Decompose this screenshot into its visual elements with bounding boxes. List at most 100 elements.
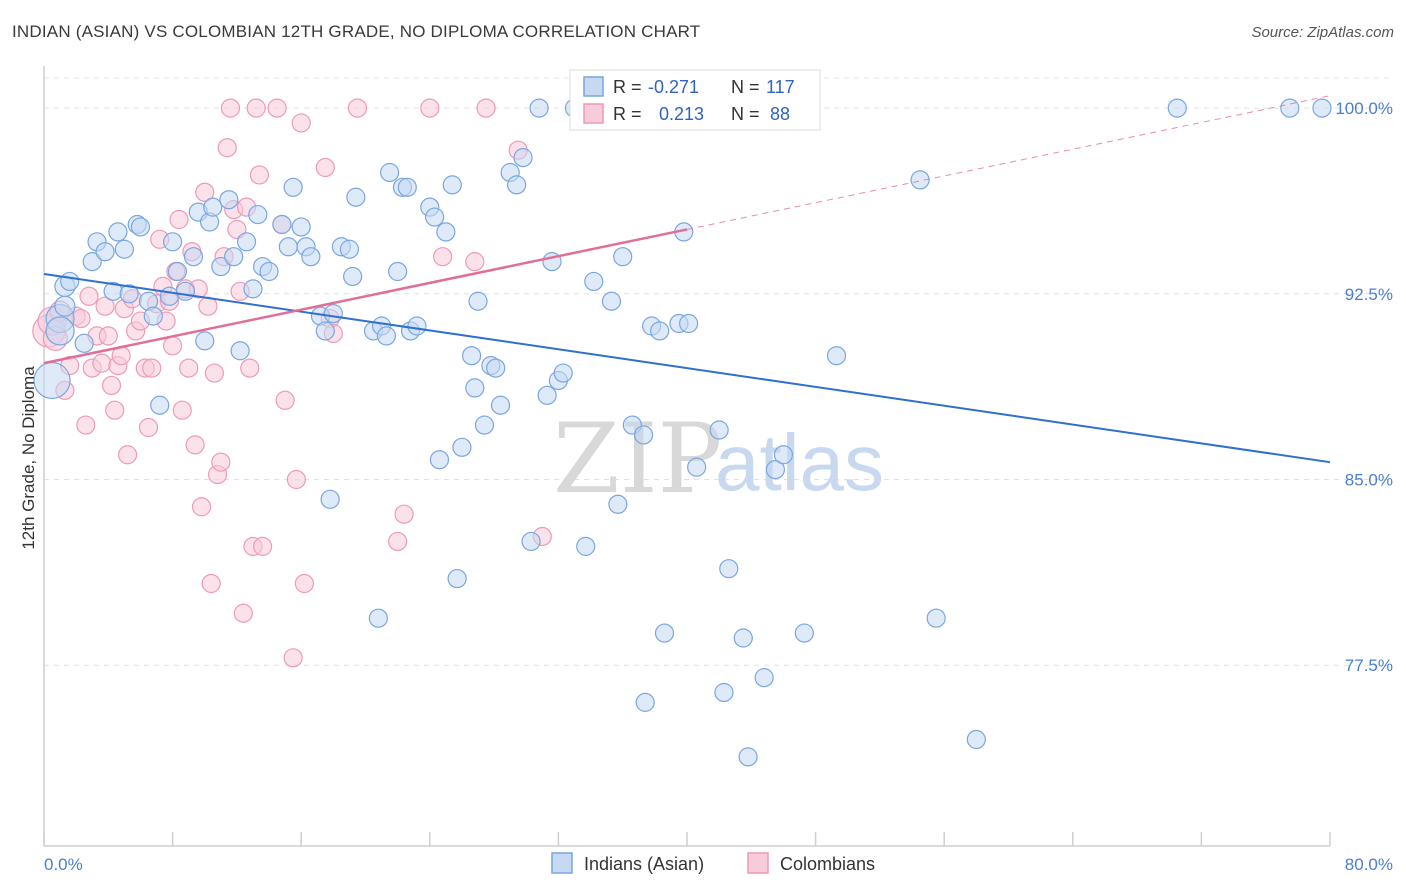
indians-point-19: [159, 286, 179, 306]
indians-point-5: [60, 271, 80, 292]
legend-r-label-indians: R =: [613, 77, 642, 97]
indians-point-48: [343, 266, 363, 287]
colombians-point-12: [92, 353, 112, 373]
bottom-legend-label-indians: Indians (Asian): [584, 854, 704, 874]
indians-point-101: [714, 682, 734, 703]
indians-point-49: [346, 187, 366, 207]
indians-point-64: [436, 222, 456, 242]
indians-point-80: [537, 385, 557, 405]
colombians-point-72: [388, 531, 408, 552]
indians-point-7: [82, 252, 102, 272]
y-tick-label-0: 77.5%: [1345, 656, 1393, 675]
legend-n-value-indians: 117: [766, 77, 795, 97]
colombians-point-64: [283, 648, 303, 668]
colombians-point-32: [163, 336, 183, 356]
indians-point-103: [733, 628, 753, 648]
y-tick-label-2: 92.5%: [1345, 285, 1393, 304]
indians-point-94: [654, 623, 675, 643]
x-tick-label-0: 0.0%: [44, 855, 83, 874]
indians-point-12: [114, 239, 134, 259]
indians-point-87: [601, 291, 622, 311]
indians-point-78: [521, 531, 541, 552]
legend-r-value-indians: -0.271: [648, 77, 699, 97]
indians-point-86: [584, 271, 604, 292]
indians-point-112: [926, 608, 946, 628]
bottom-legend-swatch-colombians: [747, 852, 769, 874]
indians-point-22: [175, 281, 196, 301]
indians-point-77: [513, 148, 533, 168]
indians-point-83: [553, 363, 573, 383]
indians-point-27: [203, 197, 223, 217]
indians-point-102: [719, 559, 739, 579]
indians-point-20: [163, 232, 183, 252]
colombians-point-50: [220, 98, 241, 118]
legend-n-label-indians: N =: [731, 77, 760, 97]
colombians-point-16: [105, 400, 125, 420]
colombians-point-75: [433, 247, 453, 267]
indians-point-28: [211, 256, 231, 277]
indians-point-66: [447, 568, 467, 589]
legend-n-value-colombians: 88: [770, 104, 790, 124]
colombians-point-8: [76, 415, 96, 435]
indians-point-62: [425, 207, 445, 227]
indians-point-98: [679, 313, 699, 334]
indians-point-60: [407, 316, 427, 336]
indians-point-111: [910, 170, 930, 190]
indians-point-70: [468, 291, 488, 311]
legend-swatch-indians: [583, 76, 604, 97]
indians-point-67: [452, 437, 472, 457]
indians-point-56: [388, 261, 408, 282]
colombians-point-60: [253, 536, 273, 556]
colombians-point-44: [201, 573, 221, 594]
indians-point-115: [1280, 98, 1300, 118]
indians-point-6: [74, 333, 94, 353]
indians-point-11: [108, 222, 128, 242]
colombians-point-13: [95, 296, 115, 316]
colombians-point-41: [191, 497, 212, 517]
colombians-point-45: [204, 363, 224, 383]
indians-point-116: [1312, 98, 1332, 118]
indians-point-65: [442, 175, 462, 195]
indians-point-93: [650, 321, 670, 341]
x-tick-label-1: 80.0%: [1345, 855, 1393, 874]
colombians-point-37: [179, 358, 199, 378]
indians-point-79: [529, 98, 549, 118]
indians-point-54: [376, 326, 396, 346]
y-tick-label-1: 85.0%: [1345, 471, 1393, 490]
colombians-point-77: [476, 98, 496, 118]
colombians-point-63: [275, 390, 295, 410]
y-tick-label-3: 100.0%: [1335, 99, 1393, 118]
colombians-point-59: [249, 165, 270, 185]
legend-box: [569, 69, 821, 131]
indians-point-63: [429, 450, 450, 470]
indians-point-69: [465, 378, 485, 398]
indians-point-113: [966, 729, 986, 750]
colombians-point-47: [211, 452, 231, 472]
colombians-point-42: [195, 182, 215, 202]
bottom-legend: Indians (Asian) Colombians: [551, 852, 875, 874]
colombians-point-14: [98, 326, 118, 346]
indians-point-89: [613, 247, 633, 267]
indians-point-30: [224, 247, 244, 267]
indians-point-45: [323, 304, 343, 324]
indians-point-17: [143, 306, 163, 326]
indians-point-21: [167, 261, 188, 282]
indians-point-114: [1167, 98, 1187, 118]
colombians-point-67: [294, 573, 315, 594]
indians-point-58: [397, 177, 417, 197]
colombians-point-20: [117, 445, 138, 465]
tick-labels: 77.5% 85.0% 92.5% 100.0% 0.0% 80.0%: [44, 99, 1393, 874]
colombians-point-61: [267, 98, 287, 118]
indians-point-68: [461, 346, 482, 366]
indians-point-13: [119, 284, 139, 304]
colombians-point-56: [240, 358, 260, 378]
legend-r-label-colombians: R =: [613, 104, 642, 124]
indians-point-108: [773, 445, 794, 465]
colombians-point-35: [172, 400, 192, 420]
indians-trend-line: [43, 273, 1331, 464]
indians-point-52: [368, 608, 388, 628]
indians-point-110: [826, 346, 847, 366]
colombians-point-9: [79, 286, 99, 306]
indians-point-99: [687, 457, 707, 477]
